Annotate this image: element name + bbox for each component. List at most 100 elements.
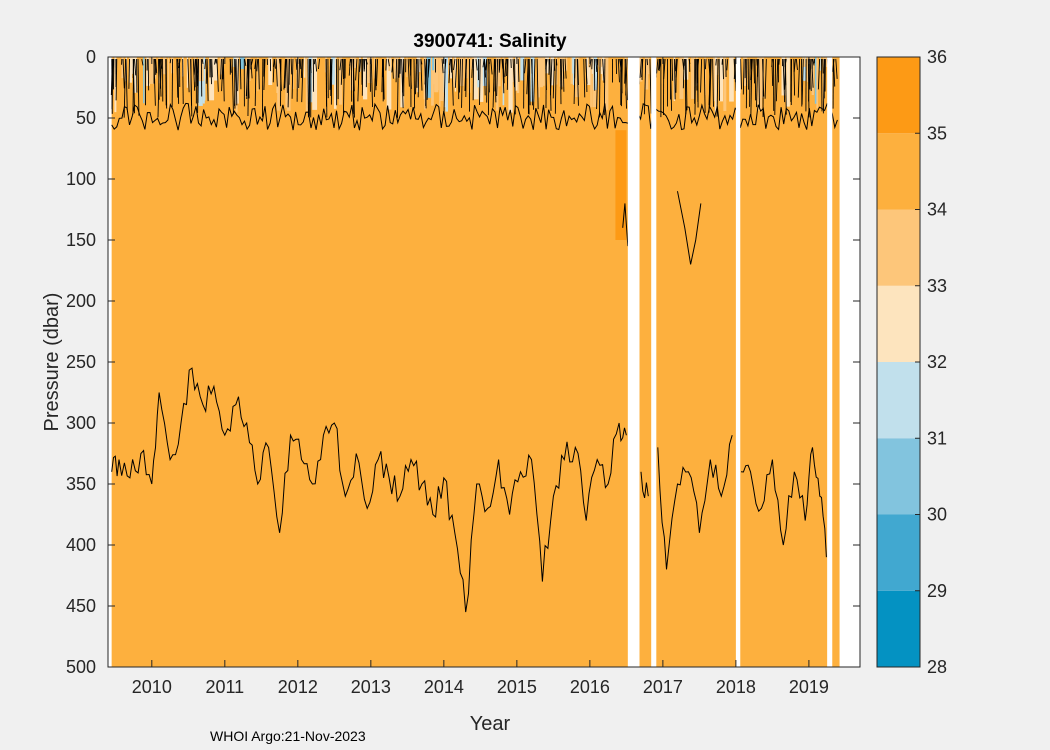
surface-contour-line bbox=[549, 58, 552, 111]
surface-salinity-patch bbox=[333, 57, 337, 109]
surface-salinity-patch bbox=[479, 57, 484, 102]
surface-contour-line bbox=[656, 58, 659, 74]
surface-contour-line bbox=[417, 58, 420, 98]
surface-contour-line bbox=[758, 58, 760, 108]
surface-contour-line bbox=[812, 58, 815, 66]
surface-salinity-patch bbox=[208, 57, 214, 68]
surface-contour-line bbox=[284, 58, 287, 88]
x-tick-label: 2010 bbox=[132, 677, 172, 697]
surface-contour-line bbox=[258, 58, 260, 90]
surface-contour-line bbox=[128, 58, 130, 89]
surface-contour-line bbox=[192, 58, 196, 91]
surface-contour-line bbox=[528, 58, 531, 106]
surface-contour-line bbox=[381, 58, 384, 93]
surface-contour-line bbox=[564, 58, 567, 79]
surface-contour-line bbox=[490, 58, 493, 75]
surface-contour-line bbox=[450, 58, 453, 73]
surface-contour-line bbox=[132, 58, 136, 114]
surface-contour-line bbox=[424, 58, 427, 109]
surface-contour-line bbox=[795, 58, 798, 70]
surface-salinity-patch bbox=[816, 57, 819, 109]
surface-contour-line bbox=[658, 58, 661, 71]
x-axis: 2010 2011 2012 2013 2014 2015 2016 2017 2018 2019 bbox=[132, 57, 829, 697]
surface-contour-line bbox=[382, 58, 385, 100]
surface-contour-line bbox=[325, 58, 328, 118]
surface-salinity-patch bbox=[516, 57, 520, 94]
surface-salinity-patch bbox=[802, 57, 807, 81]
surface-contour-line bbox=[211, 58, 213, 78]
surface-contour-line bbox=[206, 58, 209, 102]
surface-contour-line bbox=[704, 58, 707, 70]
surface-contour-line bbox=[471, 58, 474, 78]
surface-contour-line bbox=[817, 58, 821, 90]
surface-contour-line bbox=[754, 58, 757, 101]
footer-credit: WHOI Argo:21-Nov-2023 bbox=[210, 728, 366, 744]
surface-salinity-patch bbox=[715, 57, 719, 76]
surface-contour-line bbox=[263, 58, 266, 90]
surface-salinity-patch bbox=[824, 57, 828, 67]
surface-salinity-patch bbox=[645, 57, 650, 75]
surface-contour-line bbox=[195, 58, 198, 87]
surface-contour-line bbox=[835, 58, 838, 79]
surface-salinity-patch bbox=[515, 57, 518, 91]
surface-salinity-patch bbox=[352, 57, 357, 69]
surface-contour-line bbox=[248, 58, 250, 91]
surface-contour-line bbox=[315, 58, 318, 72]
contour-35-line bbox=[657, 435, 733, 570]
surface-contour-line bbox=[359, 58, 362, 72]
surface-contour-line bbox=[832, 58, 835, 72]
surface-contour-line bbox=[753, 58, 755, 84]
surface-salinity-patch bbox=[459, 57, 464, 86]
surface-salinity-patch bbox=[729, 57, 734, 102]
surface-salinity-patch bbox=[593, 57, 598, 90]
surface-contour-line bbox=[420, 58, 423, 91]
contour-35-line bbox=[640, 471, 649, 499]
surface-contour-line bbox=[533, 58, 536, 110]
deep-contour-line bbox=[676, 191, 702, 265]
surface-contour-line bbox=[273, 58, 276, 69]
surface-contour-line bbox=[272, 58, 275, 67]
surface-contour-line bbox=[502, 58, 505, 84]
colorbar-tick-label: 29 bbox=[927, 581, 947, 601]
surface-contour-line bbox=[599, 58, 601, 118]
colorbar-tick-label: 35 bbox=[927, 123, 947, 143]
surface-salinity-patch bbox=[760, 57, 764, 98]
surface-contour-line bbox=[764, 58, 767, 99]
colorbar-band bbox=[877, 133, 920, 210]
surface-contour-line bbox=[639, 58, 642, 78]
chart-title: 3900741: Salinity bbox=[413, 31, 567, 52]
surface-contour-line bbox=[577, 58, 579, 85]
y-tick-label: 250 bbox=[66, 352, 96, 372]
surface-salinity-patch bbox=[572, 57, 576, 74]
surface-contour-line bbox=[402, 58, 405, 93]
surface-contour-line bbox=[749, 58, 751, 107]
surface-contour-line bbox=[409, 58, 411, 70]
surface-contour-line bbox=[299, 58, 302, 70]
surface-contour-line bbox=[275, 58, 278, 87]
surface-contour-line bbox=[617, 58, 620, 83]
surface-contour-line bbox=[204, 58, 207, 70]
surface-contour-line bbox=[363, 58, 365, 72]
surface-contour-line bbox=[234, 58, 237, 106]
surface-contour-line bbox=[782, 58, 786, 103]
data-gap bbox=[651, 57, 657, 667]
surface-contour-line bbox=[562, 58, 565, 92]
surface-contour-line bbox=[774, 58, 777, 115]
surface-salinity-patch bbox=[757, 57, 762, 111]
surface-salinity-patch bbox=[473, 57, 479, 100]
surface-contour-line bbox=[193, 58, 196, 76]
surface-salinity-patch bbox=[162, 57, 167, 75]
surface-contour-line bbox=[330, 58, 333, 78]
surface-salinity-patch bbox=[373, 57, 376, 79]
surface-contour-line bbox=[496, 58, 499, 97]
surface-contour-line bbox=[663, 58, 666, 79]
x-tick-label: 2014 bbox=[424, 677, 464, 697]
surface-salinity-patch bbox=[331, 57, 335, 85]
data-gap bbox=[827, 57, 833, 667]
y-tick-label: 300 bbox=[66, 413, 96, 433]
surface-contour-line bbox=[153, 58, 156, 106]
surface-contour-line bbox=[141, 58, 144, 66]
colorbar-band bbox=[877, 590, 920, 667]
surface-contour-line bbox=[555, 58, 558, 66]
surface-salinity-patch bbox=[235, 57, 239, 104]
